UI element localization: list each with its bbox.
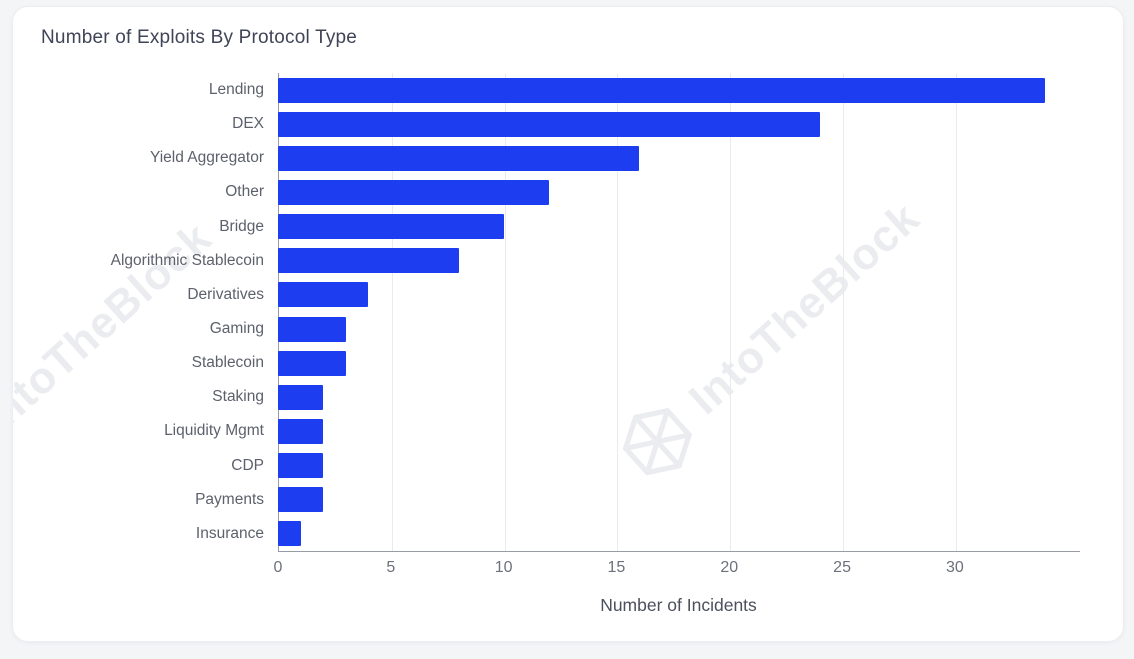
x-tick-label: 20 xyxy=(720,559,739,576)
bar-row: CDP xyxy=(13,449,1079,483)
bar-track xyxy=(278,521,1079,547)
bar-track xyxy=(278,77,1079,103)
x-axis-label: Number of Incidents xyxy=(600,595,757,615)
bar-row: Liquidity Mgmt xyxy=(13,414,1079,448)
category-label: DEX xyxy=(232,115,264,133)
x-tick-label: 15 xyxy=(607,559,626,576)
bar-track xyxy=(278,145,1079,171)
bar-track xyxy=(278,384,1079,410)
bar-track xyxy=(278,316,1079,342)
bar-row: Bridge xyxy=(13,210,1079,244)
category-label: CDP xyxy=(231,456,264,474)
bar-row: Payments xyxy=(13,483,1079,517)
x-tick-label: 30 xyxy=(945,559,964,576)
category-label: Other xyxy=(225,183,264,201)
category-label: Staking xyxy=(212,388,264,406)
bar-track xyxy=(278,214,1079,240)
bar xyxy=(278,248,459,274)
bar xyxy=(278,521,301,547)
category-label: Derivatives xyxy=(187,285,264,303)
gridline xyxy=(617,73,619,551)
gridline xyxy=(955,73,957,551)
x-tick-label: 10 xyxy=(494,559,513,576)
bar-row: Algorithmic Stablecoin xyxy=(13,244,1079,278)
category-label: Insurance xyxy=(195,524,264,542)
intotheblock-logo-icon xyxy=(605,389,710,494)
x-tick-label: 0 xyxy=(273,559,283,576)
bar-track xyxy=(278,248,1079,274)
gridline xyxy=(504,73,506,551)
bar xyxy=(278,384,324,410)
bar-track xyxy=(278,282,1079,308)
gridline xyxy=(730,73,732,551)
bar-track xyxy=(278,453,1079,479)
chart-title: Number of Exploits By Protocol Type xyxy=(41,27,358,48)
bar xyxy=(278,350,346,376)
bar-row: Yield Aggregator xyxy=(13,141,1079,175)
bar-row: Other xyxy=(13,175,1079,209)
bar-row: DEX xyxy=(13,107,1079,141)
bar xyxy=(278,145,639,171)
bar-row: Insurance xyxy=(13,517,1079,551)
x-tick-label: 25 xyxy=(833,559,851,576)
category-label: Liquidity Mgmt xyxy=(164,422,264,440)
bar-track xyxy=(278,350,1079,376)
category-label: Algorithmic Stablecoin xyxy=(110,251,264,269)
bar xyxy=(278,282,369,308)
bar-row: Lending xyxy=(13,73,1079,107)
bar xyxy=(278,487,324,513)
category-label: Bridge xyxy=(219,217,264,235)
bar xyxy=(278,111,820,137)
chart-card: Number of Exploits By Protocol Type Into… xyxy=(12,6,1124,642)
bar-track xyxy=(278,111,1079,137)
bar xyxy=(278,418,324,444)
category-label: Gaming xyxy=(209,320,264,338)
bar xyxy=(278,316,346,342)
gridline xyxy=(843,73,845,551)
plot-area xyxy=(278,73,1080,552)
bar-row: Staking xyxy=(13,380,1079,414)
bar-row: Stablecoin xyxy=(13,346,1079,380)
bar-track xyxy=(278,487,1079,513)
bar-rows: Lending DEX Yield Aggregator Other Bridge Alg… xyxy=(13,73,1079,551)
category-label: Yield Aggregator xyxy=(149,149,264,167)
bar-row: Derivatives xyxy=(13,278,1079,312)
category-label: Lending xyxy=(208,81,264,99)
x-tick-label: 5 xyxy=(386,559,396,576)
category-label: Stablecoin xyxy=(191,354,264,372)
bar xyxy=(278,77,1046,103)
x-axis-ticks: 0 5 10 15 20 25 30 xyxy=(13,559,1123,581)
bar-row: Gaming xyxy=(13,312,1079,346)
bar xyxy=(278,179,549,205)
bar-track xyxy=(278,179,1079,205)
bar xyxy=(278,214,504,240)
category-label: Payments xyxy=(195,490,264,508)
watermark-right: IntoTheBlock xyxy=(605,184,937,494)
bar xyxy=(278,453,324,479)
gridline xyxy=(391,73,393,551)
bar-track xyxy=(278,418,1079,444)
